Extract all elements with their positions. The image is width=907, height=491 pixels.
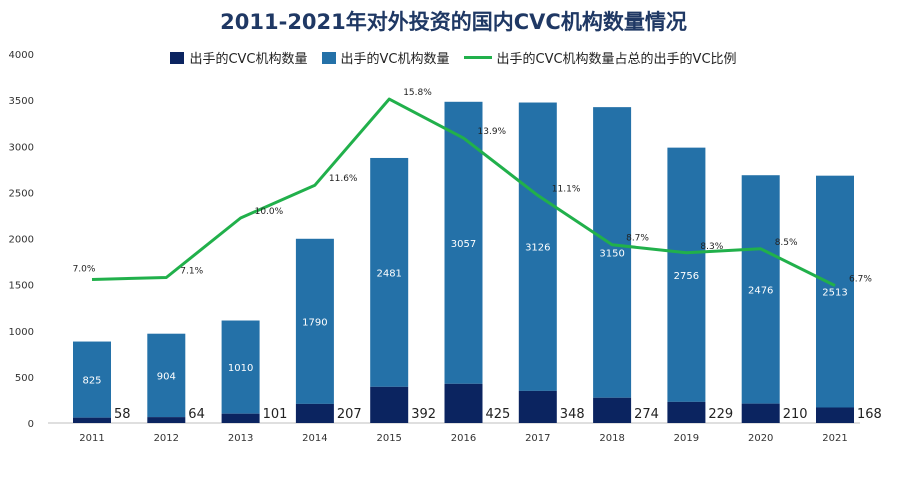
legend: 出手的CVC机构数量 出手的VC机构数量 出手的CVC机构数量占总的出手的VC比… [0,48,907,67]
y-tick-label: 2000 [9,235,34,246]
label-layer: 825 58 904 64 1010 101 1790 207 2481 392 3057 425 31… [73,88,882,422]
y-tick-label: 3000 [9,142,34,153]
ratio-value-label: 8.3% [700,242,723,252]
x-tick-label: 2011 [79,433,104,444]
x-tick-label: 2018 [599,433,624,444]
legend-swatch-cvc [170,51,185,64]
ratio-value-label: 7.0% [73,265,96,275]
bar-vc [816,175,854,408]
x-tick-label: 2021 [822,433,847,444]
bar-vc-value: 904 [157,371,176,382]
legend-swatch-vc [321,51,336,64]
bar-cvc-value: 348 [560,407,585,422]
bar-cvc-value: 58 [114,407,131,422]
bar-cvc-value: 101 [263,407,288,422]
x-tick-label: 2015 [376,433,401,444]
bar-cvc [370,386,409,423]
bar-cvc [593,397,632,423]
chart-title: 2011-2021年对外投资的国内CVC机构数量情况 [220,10,687,34]
bar-vc [667,147,706,402]
bar-vc-value: 3150 [599,248,624,259]
bar-cvc-value: 210 [783,407,808,422]
bar-cvc-value: 274 [634,407,659,422]
bar-vc-value: 1010 [228,363,253,374]
legend-entry-vc: 出手的VC机构数量 [321,48,450,67]
bar-vc [518,102,557,391]
bar-vc [147,333,186,418]
bar-cvc [816,407,854,423]
bar-cvc-value: 229 [708,407,733,422]
bar-vc-value: 2756 [674,271,699,282]
ratio-value-label: 6.7% [849,275,872,285]
legend-label-cvc: 出手的CVC机构数量 [189,52,308,67]
legend-label-ratio: 出手的CVC机构数量占总的出手的VC比例 [496,52,737,67]
bar-vc-value: 2476 [748,285,773,296]
bar-cvc [221,413,260,423]
bar-cvc [73,417,111,423]
ratio-value-label: 8.5% [775,238,798,248]
ratio-value-label: 8.7% [626,234,649,244]
bar-cvc-value: 425 [486,407,511,422]
bar-cvc [667,401,706,423]
x-tick-label: 2016 [451,433,476,444]
y-tick-label: 0 [28,419,34,430]
bar-cvc [518,390,557,423]
bar-vc [370,157,409,387]
x-tick-label: 2014 [302,433,327,444]
ratio-line [91,97,836,287]
bar-vc [593,107,632,398]
bar-vc-value: 2513 [822,288,847,299]
bar-cvc [741,403,780,423]
axis-layer: 0 500 1000 1500 2000 2500 3000 3500 4000 2011 2012… [9,50,860,444]
bar-vc [221,320,260,414]
x-tick-label: 2020 [748,433,773,444]
bar-cvc [295,403,334,423]
ratio-value-label: 7.1% [180,266,203,276]
legend-entry-cvc: 出手的CVC机构数量 [170,48,308,67]
bar-vc-value: 825 [82,376,101,387]
bar-vc-value: 2481 [376,268,401,279]
legend-entry-ratio: 出手的CVC机构数量占总的出手的VC比例 [463,48,737,67]
bar-vc [741,175,780,404]
bar-layer [73,101,854,423]
line-layer [91,97,836,287]
bar-cvc-value: 207 [337,407,362,422]
y-tick-label: 1500 [9,281,34,292]
legend-label-vc: 出手的VC机构数量 [340,52,450,67]
x-tick-label: 2019 [674,433,699,444]
x-tick-label: 2017 [525,433,550,444]
bar-cvc-value: 168 [857,407,882,422]
y-tick-label: 500 [15,373,34,384]
bar-cvc-value: 392 [411,407,436,422]
bar-vc [73,341,111,418]
ratio-value-label: 11.6% [329,174,358,184]
bar-vc-value: 3057 [451,239,476,250]
ratio-value-label: 13.9% [478,127,507,137]
legend-swatch-ratio [463,56,492,59]
y-tick-label: 4000 [9,50,34,61]
bar-cvc-value: 64 [188,407,205,422]
ratio-value-label: 11.1% [552,184,581,194]
x-tick-label: 2013 [228,433,253,444]
x-tick-label: 2012 [154,433,179,444]
bar-vc [295,238,334,404]
y-tick-label: 2500 [9,188,34,199]
bar-vc-value: 1790 [302,317,327,328]
ratio-value-label: 15.8% [403,88,432,98]
bar-cvc [147,417,186,423]
y-tick-label: 3500 [9,96,34,107]
bar-vc-value: 3126 [525,243,550,254]
bar-cvc [444,383,483,423]
y-tick-label: 1000 [9,327,34,338]
ratio-value-label: 10.0% [255,207,284,217]
